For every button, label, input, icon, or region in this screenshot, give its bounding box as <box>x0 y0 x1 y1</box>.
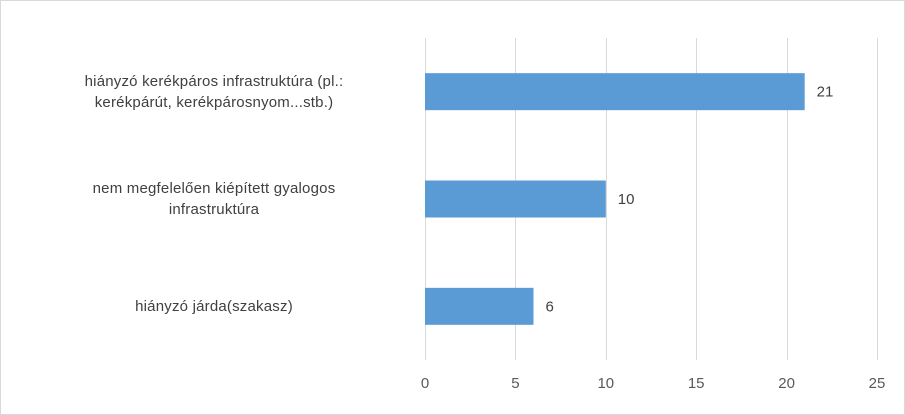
x-tick-label: 10 <box>597 375 614 392</box>
x-tick-label: 15 <box>688 375 705 392</box>
x-tick-label: 5 <box>511 375 519 392</box>
category-label: hiányzó kerékpáros infrastruktúra (pl.: k… <box>20 71 408 113</box>
category-label: hiányzó járda(szakasz) <box>20 296 408 317</box>
category-label-line: nem megfelelően kiépített gyalogos <box>92 180 336 197</box>
bar <box>425 287 534 325</box>
bar <box>425 73 805 111</box>
category-label-line: hiányzó járda(szakasz) <box>135 297 293 315</box>
x-tick-label: 20 <box>778 375 795 392</box>
category-label-line: hiányzó kerékpáros infrastruktúra (pl.: <box>84 72 344 90</box>
category-label: nem megfelelően kiépített gyalogos infras… <box>20 178 408 220</box>
category-label-line: infrastruktúra <box>168 201 260 218</box>
x-tick-label: 25 <box>869 375 886 392</box>
category-label-line: kerékpárút, kerékpárosnyom...stb.) <box>94 93 334 111</box>
data-label: 21 <box>817 84 834 101</box>
data-label: 10 <box>618 191 635 208</box>
x-tick-label: 0 <box>421 375 429 392</box>
data-label: 6 <box>545 298 553 315</box>
bar <box>425 180 606 218</box>
